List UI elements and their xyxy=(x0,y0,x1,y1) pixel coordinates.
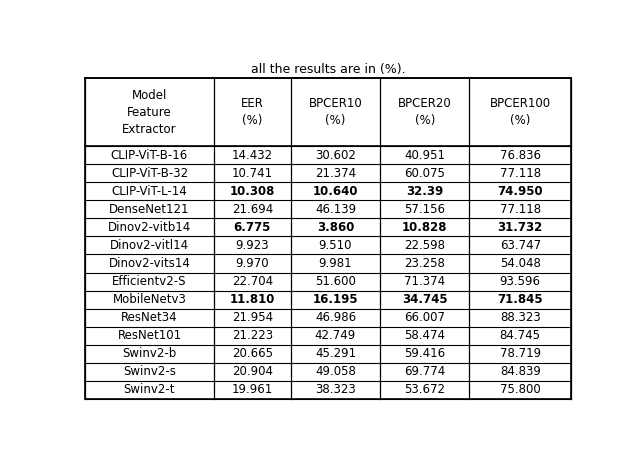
Text: 88.323: 88.323 xyxy=(500,311,541,324)
Text: 6.775: 6.775 xyxy=(234,221,271,234)
Text: Swinv2-s: Swinv2-s xyxy=(123,365,176,378)
Text: 74.950: 74.950 xyxy=(497,185,543,198)
Text: 10.640: 10.640 xyxy=(313,185,358,198)
Text: 22.598: 22.598 xyxy=(404,239,445,252)
Text: 9.981: 9.981 xyxy=(319,257,352,270)
Text: 69.774: 69.774 xyxy=(404,365,445,378)
Text: 21.374: 21.374 xyxy=(315,167,356,180)
Text: 45.291: 45.291 xyxy=(315,347,356,360)
Text: 93.596: 93.596 xyxy=(500,275,541,288)
Text: Dinov2-vitl14: Dinov2-vitl14 xyxy=(110,239,189,252)
Text: CLIP-ViT-B-16: CLIP-ViT-B-16 xyxy=(111,149,188,161)
Text: 10.828: 10.828 xyxy=(402,221,447,234)
Text: 21.954: 21.954 xyxy=(232,311,273,324)
Text: 32.39: 32.39 xyxy=(406,185,444,198)
Text: all the results are in (%).: all the results are in (%). xyxy=(251,63,405,76)
Text: 31.732: 31.732 xyxy=(497,221,543,234)
Text: Dinov2-vitb14: Dinov2-vitb14 xyxy=(108,221,191,234)
Text: Dinov2-vits14: Dinov2-vits14 xyxy=(109,257,190,270)
Text: 71.845: 71.845 xyxy=(497,293,543,306)
Text: 38.323: 38.323 xyxy=(315,383,356,396)
Text: 49.058: 49.058 xyxy=(315,365,356,378)
Text: ResNet34: ResNet34 xyxy=(121,311,178,324)
Text: BPCER20
(%): BPCER20 (%) xyxy=(398,97,452,127)
Text: ResNet101: ResNet101 xyxy=(117,329,182,342)
Text: 30.602: 30.602 xyxy=(315,149,356,161)
Text: 40.951: 40.951 xyxy=(404,149,445,161)
Text: 71.374: 71.374 xyxy=(404,275,445,288)
Text: Swinv2-t: Swinv2-t xyxy=(124,383,175,396)
Text: 76.836: 76.836 xyxy=(500,149,541,161)
Text: 9.923: 9.923 xyxy=(236,239,269,252)
Text: 16.195: 16.195 xyxy=(312,293,358,306)
Text: 20.904: 20.904 xyxy=(232,365,273,378)
Text: 46.139: 46.139 xyxy=(315,203,356,216)
Text: 9.970: 9.970 xyxy=(236,257,269,270)
Text: 53.672: 53.672 xyxy=(404,383,445,396)
Text: BPCER100
(%): BPCER100 (%) xyxy=(490,97,551,127)
Text: 9.510: 9.510 xyxy=(319,239,352,252)
Text: Model
Feature
Extractor: Model Feature Extractor xyxy=(122,89,177,136)
Text: 21.223: 21.223 xyxy=(232,329,273,342)
Text: 10.308: 10.308 xyxy=(230,185,275,198)
Text: 77.118: 77.118 xyxy=(500,167,541,180)
Text: 84.839: 84.839 xyxy=(500,365,541,378)
Text: 77.118: 77.118 xyxy=(500,203,541,216)
Text: 78.719: 78.719 xyxy=(500,347,541,360)
Text: 75.800: 75.800 xyxy=(500,383,541,396)
Text: 34.745: 34.745 xyxy=(402,293,447,306)
Text: EER
(%): EER (%) xyxy=(241,97,264,127)
Text: 22.704: 22.704 xyxy=(232,275,273,288)
Text: CLIP-ViT-B-32: CLIP-ViT-B-32 xyxy=(111,167,188,180)
Text: 58.474: 58.474 xyxy=(404,329,445,342)
Text: 10.741: 10.741 xyxy=(232,167,273,180)
Text: MobileNetv3: MobileNetv3 xyxy=(113,293,186,306)
Text: 19.961: 19.961 xyxy=(232,383,273,396)
Text: 59.416: 59.416 xyxy=(404,347,445,360)
Text: 54.048: 54.048 xyxy=(500,257,541,270)
Text: CLIP-ViT-L-14: CLIP-ViT-L-14 xyxy=(111,185,188,198)
Text: 46.986: 46.986 xyxy=(315,311,356,324)
Text: 84.745: 84.745 xyxy=(500,329,541,342)
Text: Swinv2-b: Swinv2-b xyxy=(122,347,177,360)
Text: 21.694: 21.694 xyxy=(232,203,273,216)
Text: 42.749: 42.749 xyxy=(315,329,356,342)
Text: DenseNet121: DenseNet121 xyxy=(109,203,189,216)
Text: 57.156: 57.156 xyxy=(404,203,445,216)
Text: 60.075: 60.075 xyxy=(404,167,445,180)
Text: 14.432: 14.432 xyxy=(232,149,273,161)
Text: 66.007: 66.007 xyxy=(404,311,445,324)
Text: BPCER10
(%): BPCER10 (%) xyxy=(308,97,362,127)
Text: Efficientv2-S: Efficientv2-S xyxy=(112,275,187,288)
Text: 11.810: 11.810 xyxy=(230,293,275,306)
Text: 20.665: 20.665 xyxy=(232,347,273,360)
Text: 51.600: 51.600 xyxy=(315,275,356,288)
Text: 23.258: 23.258 xyxy=(404,257,445,270)
Text: 63.747: 63.747 xyxy=(500,239,541,252)
Text: 3.860: 3.860 xyxy=(317,221,354,234)
